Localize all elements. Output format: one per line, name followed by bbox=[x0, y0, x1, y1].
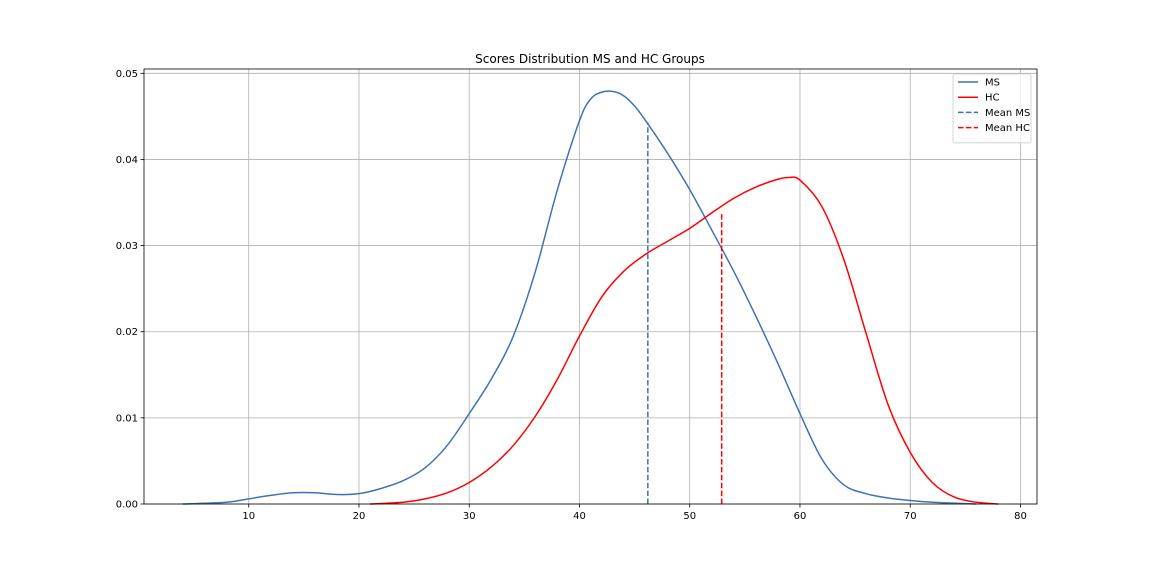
x-tick-label: 60 bbox=[794, 511, 807, 522]
legend: MS HC Mean MS Mean HC bbox=[952, 73, 1032, 144]
legend-label: MS bbox=[985, 78, 1000, 89]
x-tick-label: 30 bbox=[463, 511, 476, 522]
x-tick-label: 70 bbox=[904, 511, 917, 522]
y-tick-label: 0.02 bbox=[116, 327, 138, 338]
legend-label: Mean MS bbox=[985, 108, 1030, 119]
chart-title: Scores Distribution MS and HC Groups bbox=[475, 52, 705, 66]
x-tick-label: 50 bbox=[683, 511, 696, 522]
x-tick-label: 40 bbox=[573, 511, 586, 522]
y-tick-label: 0.00 bbox=[116, 500, 138, 511]
y-tick-label: 0.04 bbox=[116, 155, 138, 166]
x-axis: 10 20 30 40 50 60 70 80 bbox=[242, 504, 1027, 522]
grid bbox=[144, 69, 1037, 505]
x-tick-label: 20 bbox=[353, 511, 366, 522]
y-tick-label: 0.05 bbox=[116, 69, 138, 80]
legend-box bbox=[952, 73, 1032, 144]
plot-frame bbox=[143, 68, 1038, 505]
series-hc-line bbox=[369, 176, 999, 505]
y-axis: 0.00 0.01 0.02 0.03 0.04 0.05 bbox=[116, 69, 144, 511]
legend-label: HC bbox=[985, 93, 1000, 104]
series-layer bbox=[182, 90, 999, 505]
series-ms-line bbox=[182, 90, 977, 505]
legend-label: Mean HC bbox=[985, 123, 1030, 134]
y-tick-label: 0.03 bbox=[116, 241, 138, 252]
x-tick-label: 80 bbox=[1014, 511, 1027, 522]
x-tick-label: 10 bbox=[242, 511, 255, 522]
y-tick-label: 0.01 bbox=[116, 413, 138, 424]
